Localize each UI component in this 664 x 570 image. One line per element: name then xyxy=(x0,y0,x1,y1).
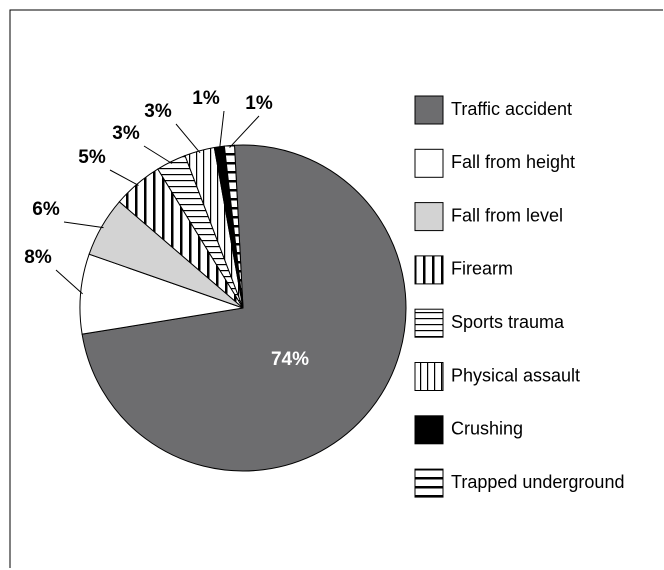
leader-line xyxy=(229,115,260,148)
pie-slice xyxy=(81,144,407,472)
legend-swatch xyxy=(414,95,444,125)
legend-swatch xyxy=(414,362,444,391)
leader-line xyxy=(175,123,201,154)
slice-label: 1% xyxy=(245,93,273,114)
legend-swatch xyxy=(414,468,444,498)
legend-label: Physical assault xyxy=(451,365,580,385)
legend-label: Firearm xyxy=(451,259,513,279)
slice-label: 8% xyxy=(24,247,52,268)
leader-line xyxy=(109,169,139,186)
legend-swatch xyxy=(414,308,444,338)
legend-swatch xyxy=(414,202,444,232)
slice-label: 1% xyxy=(192,88,220,109)
leader-line xyxy=(143,145,173,164)
slice-label: 5% xyxy=(78,147,106,168)
slice-label: 74% xyxy=(271,349,309,370)
pie-slice xyxy=(223,144,244,309)
slice-label: 3% xyxy=(144,101,172,122)
legend-swatch xyxy=(414,148,444,178)
leader-line xyxy=(219,110,225,149)
leader-line xyxy=(63,221,104,229)
legend-swatch xyxy=(414,415,444,445)
legend-swatch xyxy=(414,255,444,285)
leader-line xyxy=(55,269,83,295)
legend-label: Sports trauma xyxy=(451,312,565,332)
legend-label: Fall from height xyxy=(451,152,575,172)
slice-label: 3% xyxy=(112,123,140,144)
legend-label: Crushing xyxy=(451,419,523,439)
legend-label: Trapped underground xyxy=(451,472,624,492)
slice-label: 6% xyxy=(32,199,60,220)
legend-label: Traffic accident xyxy=(451,99,572,119)
frame xyxy=(9,9,663,568)
legend-label: Fall from level xyxy=(451,205,563,225)
